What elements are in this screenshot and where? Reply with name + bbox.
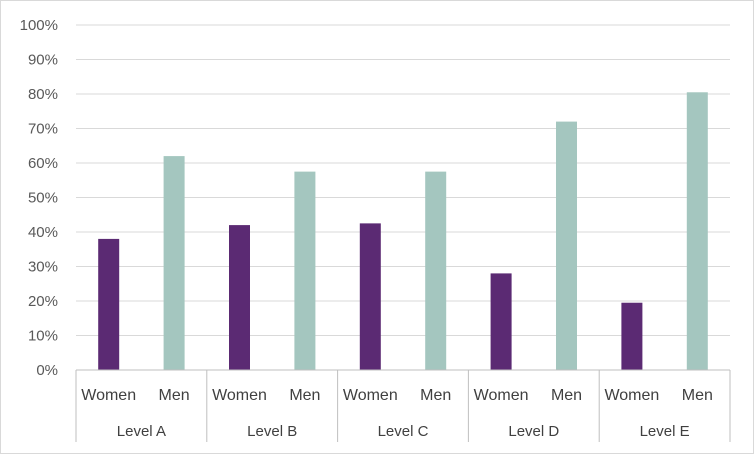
- y-tick-label: 100%: [20, 17, 58, 34]
- gridlines: [76, 24, 730, 336]
- y-tick-label: 80%: [28, 86, 58, 103]
- y-tick-label: 30%: [28, 259, 58, 276]
- x-subcategory-label: Women: [81, 387, 136, 404]
- bar-men-level-a: [163, 156, 185, 370]
- bar-men-level-d: [556, 121, 577, 370]
- y-tick-label: 40%: [28, 224, 58, 241]
- y-tick-label: 90%: [28, 52, 58, 69]
- x-subcategory-label: Women: [343, 387, 398, 404]
- y-tick-label: 70%: [28, 121, 58, 138]
- y-tick-label: 10%: [28, 328, 58, 345]
- y-tick-label: 0%: [36, 362, 58, 379]
- bar-women-level-b: [229, 225, 250, 370]
- y-axis: 0% 10% 20% 30% 40% 50% 60% 70% 80% 90% 100%: [20, 17, 58, 379]
- y-tick-label: 50%: [28, 190, 58, 207]
- bar-women-level-d: [490, 273, 512, 370]
- bar-women-level-c: [359, 223, 381, 370]
- x-subcategory-label: Men: [289, 387, 320, 404]
- x-group-label: Level C: [378, 423, 429, 440]
- x-group-label: Level E: [640, 423, 690, 440]
- x-axis: Women Men Level A Women Men Level B Women Men Le…: [75, 369, 731, 442]
- x-group-label: Level B: [247, 423, 297, 440]
- x-group-label: Level A: [117, 423, 166, 440]
- x-group-label: Level D: [508, 423, 559, 440]
- x-subcategory-label: Women: [212, 387, 267, 404]
- y-tick-label: 60%: [28, 155, 58, 172]
- bars: [98, 92, 708, 371]
- x-subcategory-label: Men: [682, 387, 713, 404]
- bar-men-level-e: [686, 92, 708, 371]
- bar-women-level-a: [98, 238, 120, 370]
- x-subcategory-label: Women: [604, 387, 659, 404]
- bar-women-level-e: [621, 302, 643, 370]
- x-subcategory-label: Men: [159, 387, 190, 404]
- x-subcategory-label: Women: [474, 387, 529, 404]
- bar-men-level-c: [425, 171, 447, 370]
- x-subcategory-label: Men: [420, 387, 451, 404]
- bar-men-level-b: [294, 171, 316, 370]
- y-tick-label: 20%: [28, 293, 58, 310]
- x-subcategory-label: Men: [551, 387, 582, 404]
